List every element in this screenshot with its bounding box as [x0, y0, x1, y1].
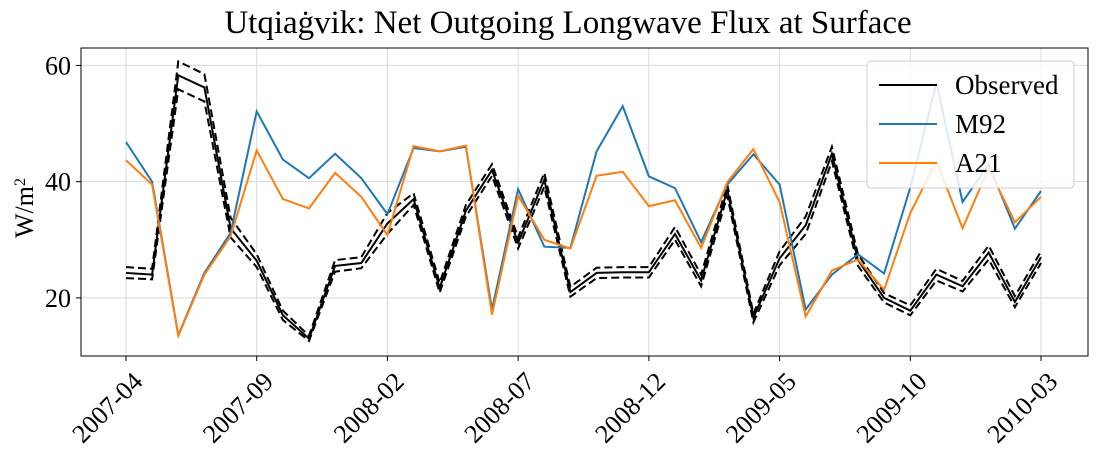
x-tick-label: 2009-10 [851, 367, 933, 449]
legend: Observed M92 A21 [866, 60, 1075, 189]
x-axis: 2007-04 2007-09 2008-02 2008-07 2008-12 2009-… [66, 356, 1063, 449]
y-tick-label: 20 [45, 284, 71, 313]
series-observed-lower-bound [125, 87, 1042, 343]
legend-label: Observed [955, 70, 1059, 100]
y-axis-label-base: W/m [10, 186, 39, 238]
x-tick-label: 2008-02 [328, 367, 410, 449]
x-tick-label: 2008-07 [459, 367, 541, 449]
x-tick-label: 2008-12 [589, 367, 671, 449]
y-axis-label: W/m2 [10, 178, 39, 238]
series-a21-line [125, 144, 1042, 340]
y-tick-label: 40 [45, 168, 71, 197]
series-observed-line [125, 73, 1042, 341]
x-tick-label: 2009-05 [720, 367, 802, 449]
series-m92-line [125, 82, 1042, 339]
x-tick-label: 2010-03 [981, 367, 1063, 449]
chart-title: Utqiaġvik: Net Outgoing Longwave Flux at… [224, 5, 911, 41]
x-tick-label: 2007-09 [197, 367, 279, 449]
legend-label: A21 [955, 148, 1002, 178]
y-axis: 20 40 60 [45, 51, 81, 313]
series-layer [125, 59, 1042, 343]
x-tick-label: 2007-04 [66, 367, 148, 449]
y-axis-label-superscript: 2 [12, 178, 29, 186]
series-observed-upper-bound [125, 59, 1042, 338]
legend-label: M92 [955, 109, 1006, 139]
legend-box [866, 60, 1075, 189]
y-tick-label: 60 [45, 51, 71, 80]
plot-frame [80, 47, 1089, 357]
